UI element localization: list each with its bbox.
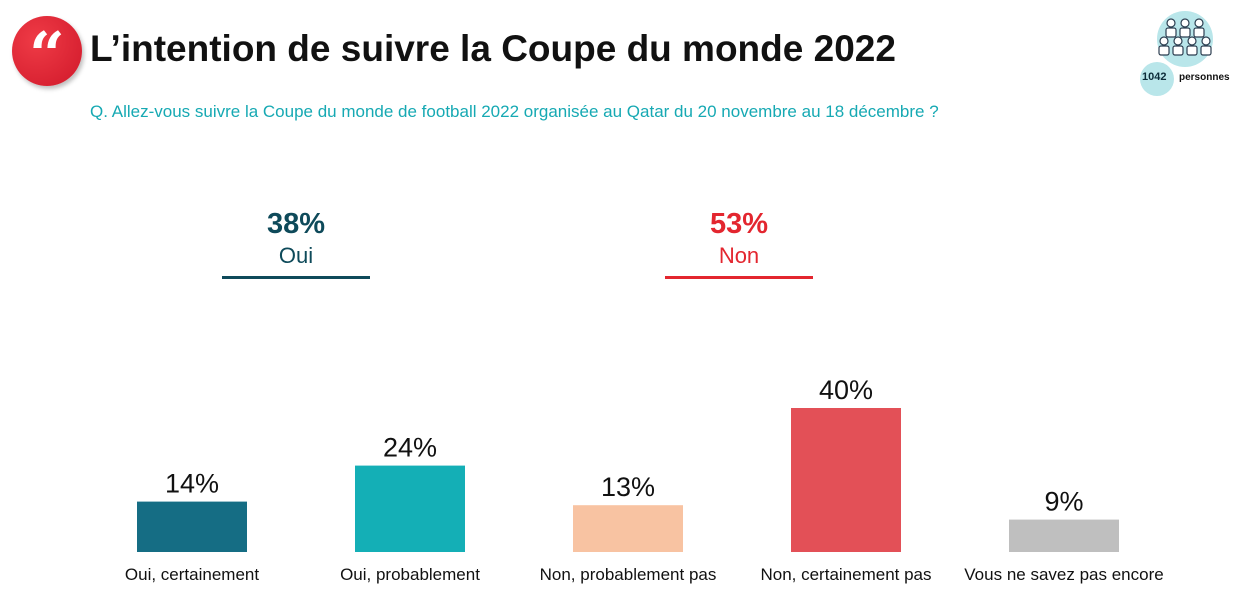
- category-label: Vous ne savez pas encore: [964, 565, 1163, 584]
- category-label: Non, probablement pas: [540, 565, 717, 584]
- logo-badge: “: [12, 16, 82, 90]
- bar: [573, 505, 683, 552]
- bar: [791, 408, 901, 552]
- sample-unit: personnes: [1179, 72, 1230, 83]
- summary-oui-value: 38%: [266, 208, 326, 240]
- bar: [137, 501, 247, 552]
- category-label: Oui, probablement: [340, 565, 480, 584]
- bar-value-label: 24%: [383, 433, 437, 463]
- bar-value-label: 14%: [165, 469, 219, 499]
- summary-non: 53% Non: [665, 208, 813, 279]
- sample-size-badge: 1042 personnes: [1140, 10, 1235, 100]
- summary-non-label: Non: [718, 243, 760, 268]
- summary-non-value: 53%: [709, 208, 769, 240]
- summary-non-underline: [665, 276, 813, 279]
- bar-value-label: 13%: [601, 472, 655, 502]
- category-label: Oui, certainement: [125, 565, 259, 584]
- page-title: L’intention de suivre la Coupe du monde …: [90, 28, 896, 69]
- quote-icon: “: [29, 18, 65, 91]
- bar: [355, 465, 465, 552]
- category-label: Non, certainement pas: [760, 565, 931, 584]
- summary-oui-label: Oui: [278, 243, 314, 268]
- bar-value-label: 9%: [1044, 487, 1083, 517]
- sample-count: 1042: [1142, 71, 1167, 83]
- summary-oui-underline: [222, 276, 370, 279]
- summary-oui: 38% Oui: [222, 208, 370, 279]
- survey-question: Q. Allez-vous suivre la Coupe du monde d…: [90, 102, 939, 121]
- sample-count-circle: [1140, 62, 1174, 96]
- people-group-icon: [1157, 11, 1213, 67]
- bar: [1009, 519, 1119, 552]
- bar-value-label: 40%: [819, 375, 873, 405]
